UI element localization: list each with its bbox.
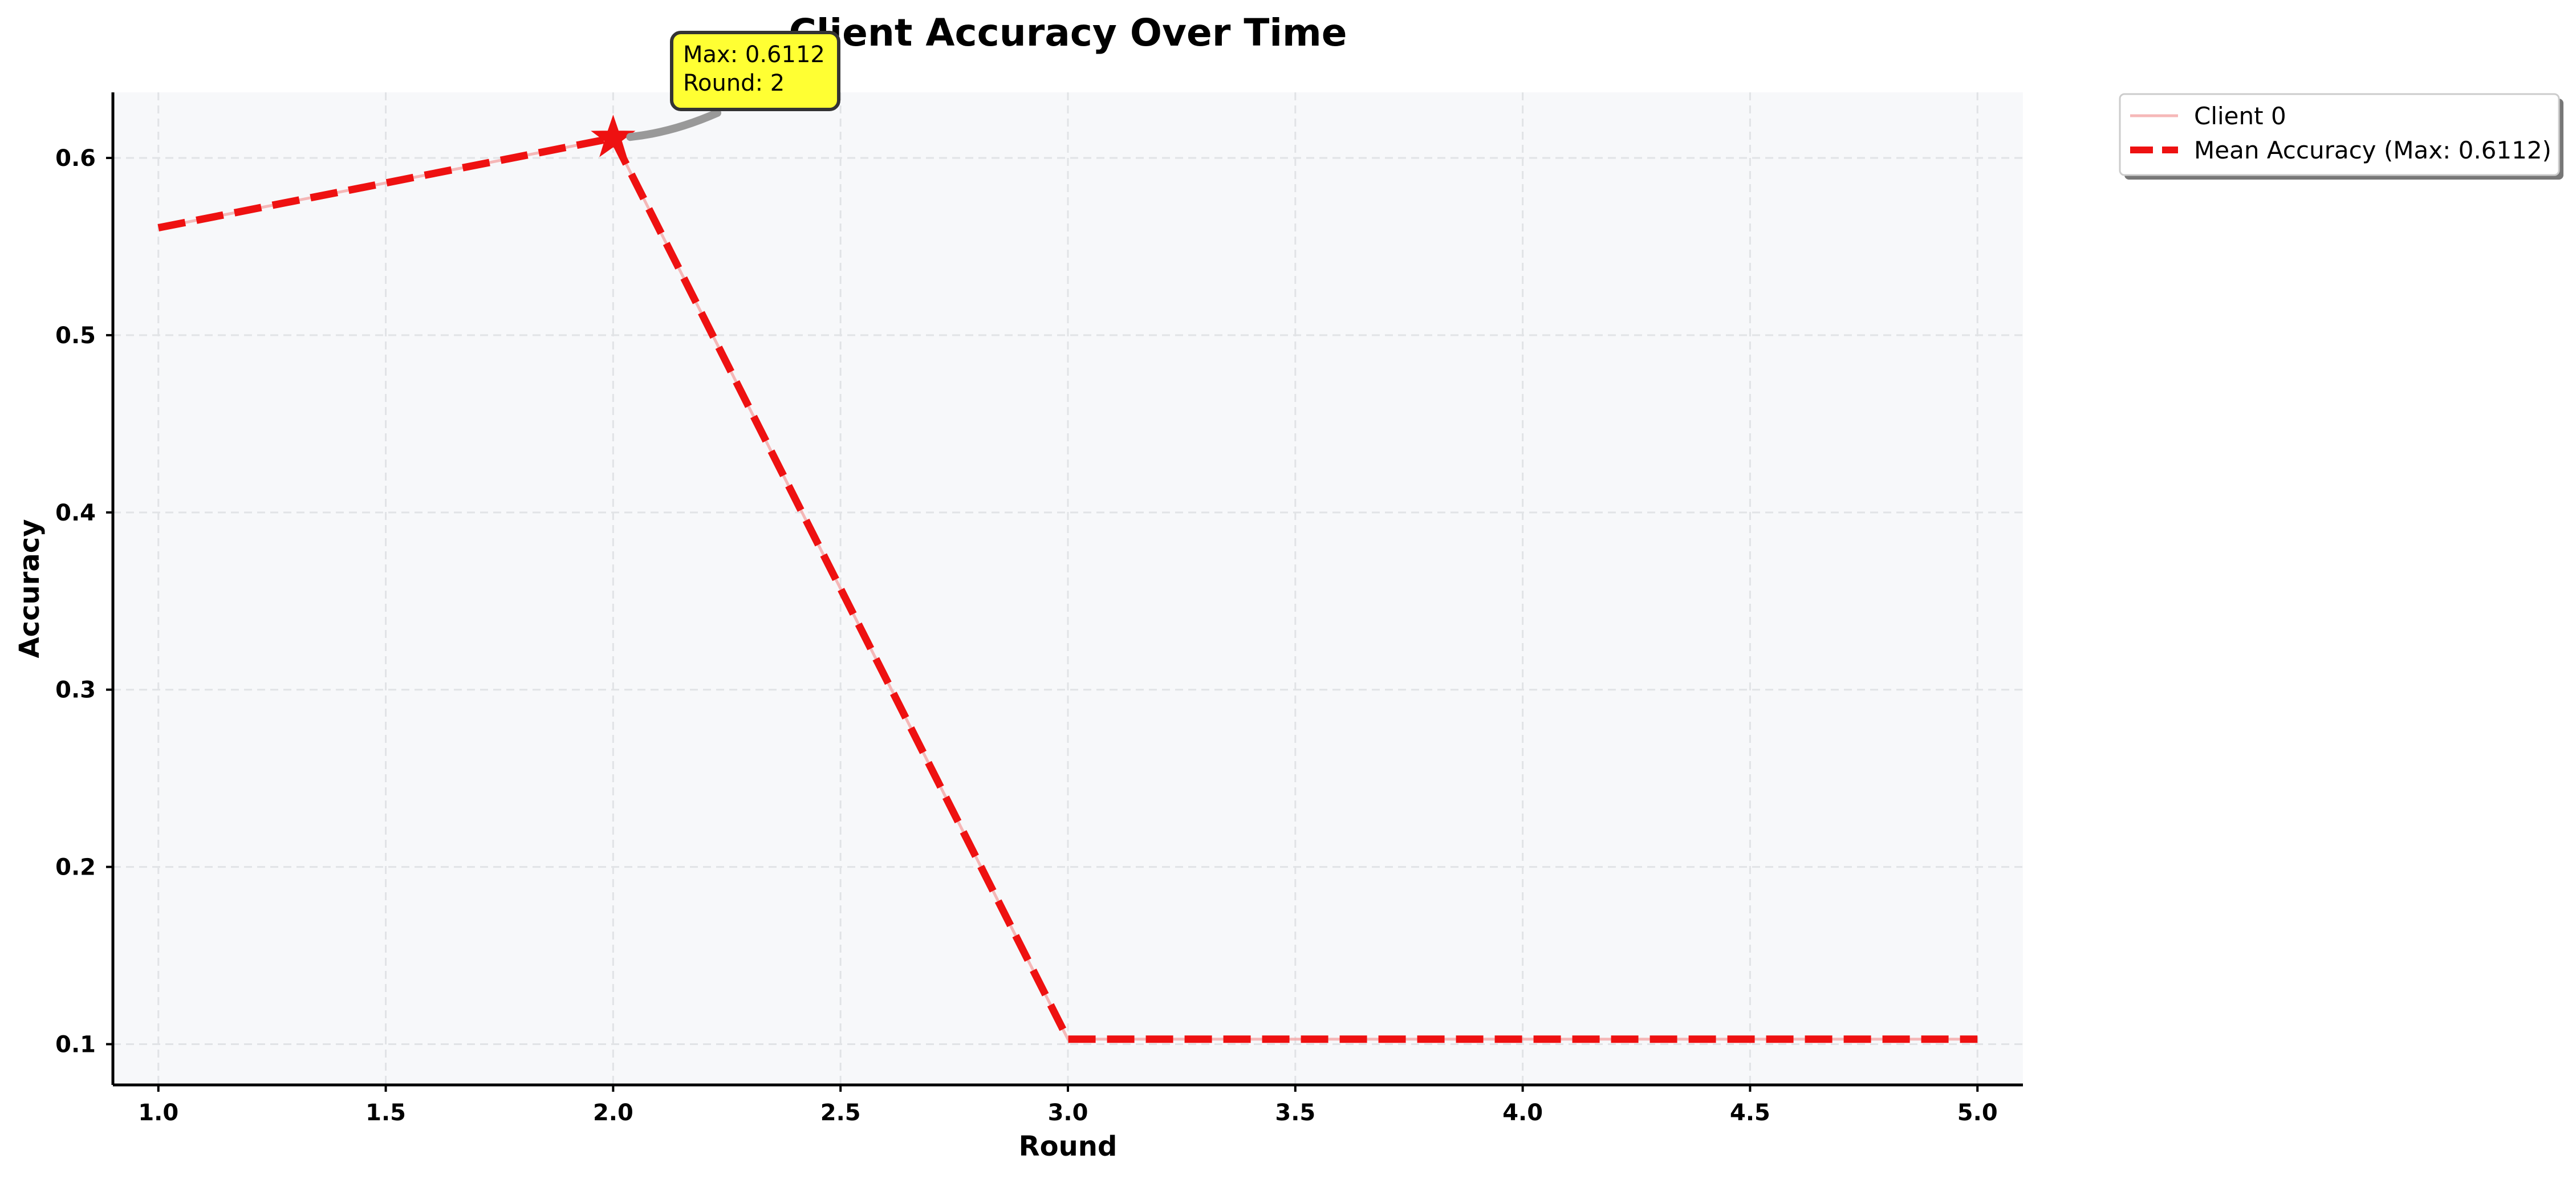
- grid-lines: [113, 92, 2023, 1085]
- y-tick-label: 0.2: [55, 855, 96, 881]
- chart-title: Client Accuracy Over Time: [789, 11, 1347, 55]
- tick-labels: 1.0 1.5 2.0 2.5 3.0 3.5 4.0 4.5 5.0 0.1 0.2 0.3 0.4 0…: [55, 145, 1998, 1126]
- max-star-marker: [591, 115, 636, 157]
- legend-label-mean-accuracy: Mean Accuracy (Max: 0.6112): [2194, 136, 2551, 164]
- x-tick-label: 4.5: [1730, 1100, 1770, 1126]
- x-axis-title: Round: [1019, 1131, 1118, 1162]
- legend: Client 0 Mean Accuracy (Max: 0.6112): [2119, 93, 2563, 180]
- legend-label-client-0: Client 0: [2194, 102, 2286, 130]
- y-tick-label: 0.4: [55, 500, 96, 526]
- x-tick-label: 2.5: [820, 1100, 861, 1126]
- y-tick-label: 0.1: [55, 1031, 96, 1058]
- y-tick-label: 0.3: [55, 677, 96, 704]
- max-annotation: Max: 0.6112 Round: 2: [626, 31, 840, 141]
- annotation-max-text: Max: 0.6112: [683, 42, 825, 68]
- legend-box: [2119, 93, 2560, 176]
- x-tick-label: 3.5: [1275, 1100, 1315, 1126]
- annotation-arrow: [626, 109, 721, 141]
- annotation-round-text: Round: 2: [683, 70, 785, 96]
- annotation-box: [670, 31, 840, 111]
- y-tick-label: 0.6: [55, 145, 96, 172]
- series-lines: [157, 115, 1978, 1043]
- y-axis-title: Accuracy: [14, 519, 46, 658]
- series-line-mean-accuracy: [157, 133, 1978, 1043]
- x-tick-label: 4.0: [1502, 1100, 1543, 1126]
- y-tick-label: 0.5: [55, 323, 96, 349]
- x-tick-label: 1.0: [138, 1100, 178, 1126]
- x-tick-label: 2.0: [593, 1100, 633, 1126]
- x-tick-label: 1.5: [365, 1100, 406, 1126]
- x-tick-label: 3.0: [1048, 1100, 1088, 1126]
- x-tick-label: 5.0: [1957, 1100, 1998, 1126]
